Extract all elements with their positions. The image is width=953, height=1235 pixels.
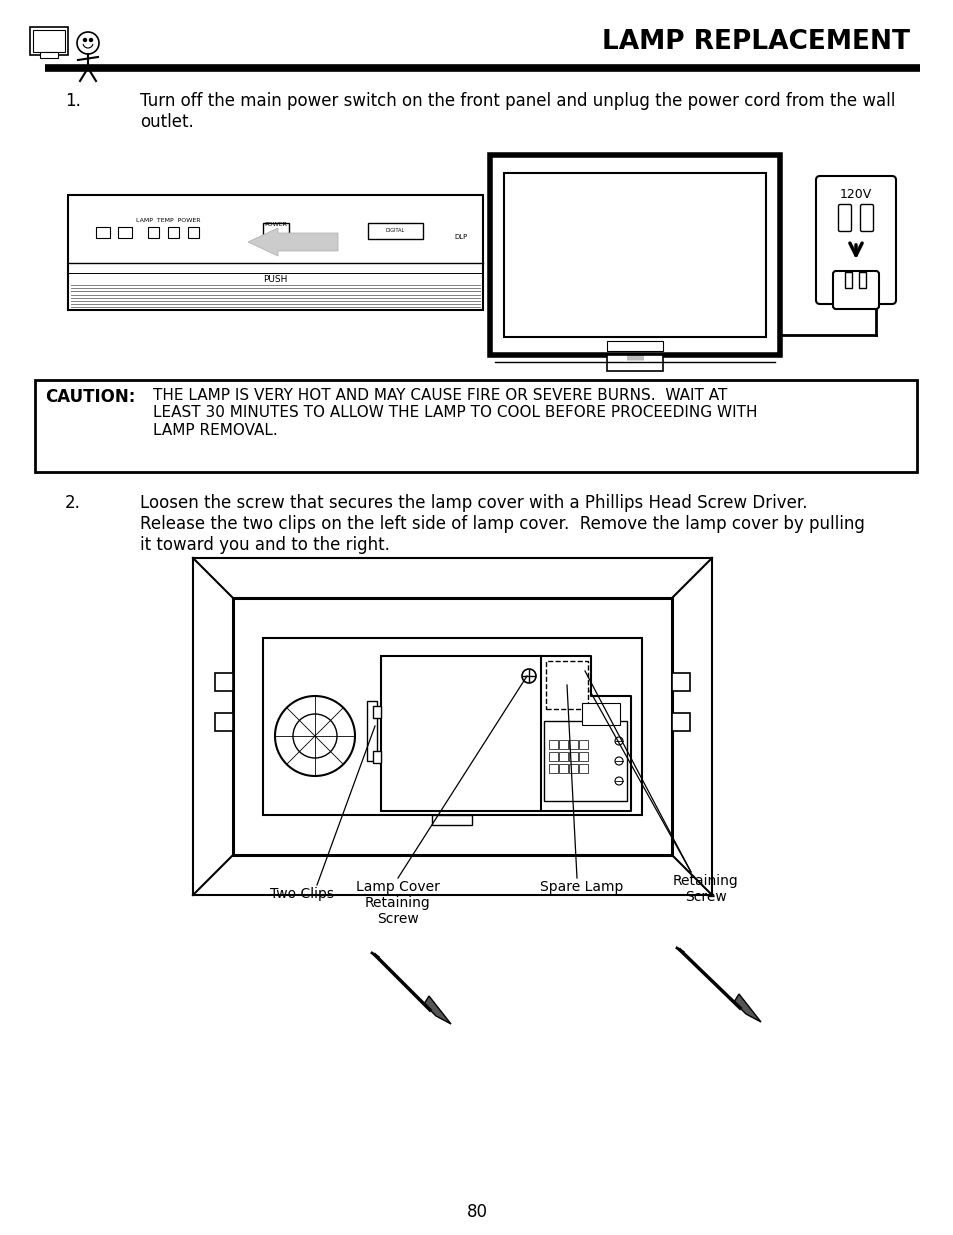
- Text: Turn off the main power switch on the front panel and unplug the power cord from: Turn off the main power switch on the fr…: [140, 91, 895, 131]
- Bar: [40, 52, 58, 58]
- Bar: [671, 673, 689, 692]
- Bar: [543, 721, 626, 802]
- Circle shape: [293, 714, 336, 758]
- Bar: [368, 224, 422, 240]
- Text: 2.: 2.: [65, 494, 81, 513]
- Bar: [214, 713, 233, 731]
- Bar: [380, 656, 540, 811]
- Circle shape: [77, 32, 99, 54]
- Text: Loosen the screw that secures the lamp cover with a Phillips Head Screw Driver.
: Loosen the screw that secures the lamp c…: [140, 494, 864, 553]
- Polygon shape: [423, 995, 451, 1024]
- Circle shape: [615, 757, 622, 764]
- Bar: [233, 598, 671, 855]
- Bar: [558, 764, 567, 773]
- Bar: [545, 661, 587, 709]
- Bar: [33, 30, 65, 52]
- Text: POWER: POWER: [264, 222, 287, 227]
- Text: LAMP  TEMP  POWER: LAMP TEMP POWER: [135, 217, 200, 222]
- Text: DLP: DLP: [454, 233, 467, 240]
- Text: 120V: 120V: [839, 188, 871, 200]
- Text: Retaining
Screw: Retaining Screw: [673, 874, 739, 904]
- Bar: [581, 703, 619, 725]
- Bar: [118, 227, 132, 238]
- Bar: [558, 740, 567, 748]
- Bar: [30, 27, 68, 56]
- FancyBboxPatch shape: [838, 205, 851, 231]
- Bar: [606, 341, 662, 351]
- Bar: [263, 224, 289, 245]
- Circle shape: [274, 697, 355, 776]
- Bar: [367, 701, 376, 761]
- Bar: [263, 638, 641, 815]
- Circle shape: [615, 777, 622, 785]
- Bar: [68, 195, 482, 310]
- Circle shape: [84, 38, 87, 42]
- Bar: [568, 764, 578, 773]
- Bar: [578, 740, 587, 748]
- Circle shape: [521, 669, 536, 683]
- Bar: [568, 740, 578, 748]
- Bar: [168, 227, 179, 238]
- Circle shape: [615, 737, 622, 745]
- Bar: [606, 354, 662, 370]
- Text: Two Clips: Two Clips: [270, 887, 334, 902]
- Bar: [35, 380, 916, 472]
- Text: CAUTION:: CAUTION:: [45, 388, 135, 406]
- Bar: [578, 752, 587, 761]
- Text: Lamp Cover
Retaining
Screw: Lamp Cover Retaining Screw: [355, 881, 439, 926]
- Text: PUSH: PUSH: [262, 274, 287, 284]
- Bar: [548, 764, 558, 773]
- Text: LAMP REPLACEMENT: LAMP REPLACEMENT: [601, 28, 909, 56]
- FancyBboxPatch shape: [832, 270, 878, 309]
- Bar: [503, 173, 765, 337]
- Bar: [373, 706, 380, 718]
- Bar: [490, 156, 780, 354]
- Bar: [214, 673, 233, 692]
- Circle shape: [90, 38, 92, 42]
- Text: |||||||||: |||||||||: [625, 354, 643, 359]
- Text: THE LAMP IS VERY HOT AND MAY CAUSE FIRE OR SEVERE BURNS.  WAIT AT
LEAST 30 MINUT: THE LAMP IS VERY HOT AND MAY CAUSE FIRE …: [152, 388, 757, 437]
- FancyBboxPatch shape: [860, 205, 873, 231]
- Text: Spare Lamp: Spare Lamp: [539, 881, 623, 894]
- FancyArrow shape: [248, 228, 337, 256]
- Text: DIGITAL: DIGITAL: [385, 228, 404, 233]
- Bar: [188, 227, 199, 238]
- Bar: [96, 227, 110, 238]
- Bar: [548, 740, 558, 748]
- Bar: [671, 713, 689, 731]
- Bar: [578, 764, 587, 773]
- Bar: [558, 752, 567, 761]
- Bar: [432, 815, 472, 825]
- Bar: [373, 751, 380, 763]
- Bar: [568, 752, 578, 761]
- Bar: [859, 272, 865, 288]
- Bar: [548, 752, 558, 761]
- Bar: [844, 272, 852, 288]
- FancyBboxPatch shape: [815, 177, 895, 304]
- Text: 1.: 1.: [65, 91, 81, 110]
- Polygon shape: [733, 994, 760, 1023]
- Text: 80: 80: [466, 1203, 487, 1221]
- Bar: [148, 227, 159, 238]
